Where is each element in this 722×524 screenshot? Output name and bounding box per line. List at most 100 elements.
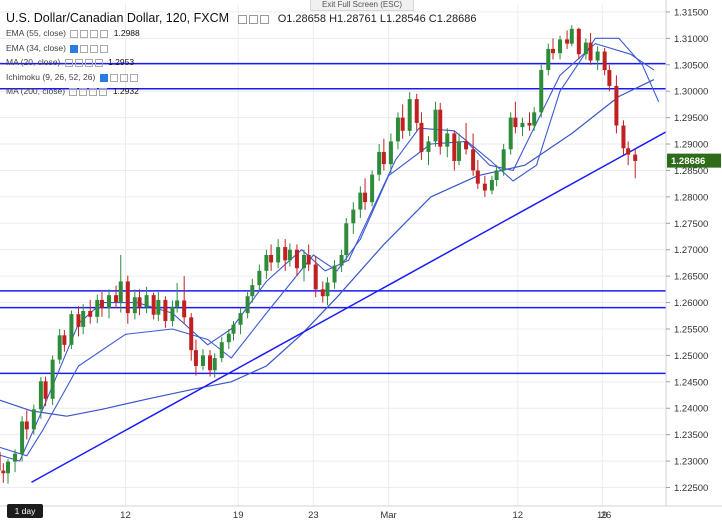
more-icon[interactable] bbox=[94, 58, 103, 67]
eye-icon[interactable] bbox=[99, 73, 108, 82]
eye-icon[interactable] bbox=[70, 29, 79, 38]
trendline bbox=[31, 110, 704, 483]
y-tick-label: 1.31000 bbox=[674, 34, 708, 45]
y-tick-label: 1.26500 bbox=[674, 272, 708, 283]
candle-body bbox=[0, 452, 1, 471]
eye-icon[interactable] bbox=[69, 87, 78, 96]
candle-body bbox=[614, 85, 619, 126]
candle-body bbox=[107, 295, 112, 308]
candle-body bbox=[539, 70, 544, 113]
candle-body bbox=[452, 133, 457, 161]
candle-body bbox=[588, 42, 593, 61]
settings-icon[interactable] bbox=[74, 58, 83, 67]
candle-body bbox=[175, 300, 180, 307]
close-icon[interactable] bbox=[84, 58, 93, 67]
candle-body bbox=[212, 358, 217, 371]
candle-body bbox=[464, 141, 469, 150]
indicator-ma20[interactable]: MA (20, close) 1.2953 bbox=[6, 57, 134, 67]
close-icon[interactable] bbox=[89, 87, 98, 96]
more-icon[interactable] bbox=[100, 29, 109, 38]
timeframe-badge[interactable]: 1 day bbox=[7, 504, 43, 518]
eye-icon[interactable] bbox=[70, 44, 79, 53]
candle-body bbox=[550, 48, 555, 54]
close-icon[interactable] bbox=[119, 73, 128, 82]
candle-body bbox=[283, 247, 288, 261]
candle-body bbox=[144, 295, 149, 308]
price-axis[interactable]: 1.31500 1.31000 1.30500 1.30000 1.29500 1.290… bbox=[665, 0, 722, 524]
y-tick-label: 1.27000 bbox=[674, 245, 708, 256]
settings-icon[interactable] bbox=[80, 29, 89, 38]
indicator-value: 1.2953 bbox=[108, 57, 135, 67]
settings-icon[interactable] bbox=[79, 87, 88, 96]
horizontal-levels[interactable]: 1.305221.300451.262221.259051.24661 bbox=[0, 56, 721, 381]
settings-icon[interactable] bbox=[80, 44, 89, 53]
candle-body bbox=[602, 51, 607, 71]
candle-body bbox=[494, 170, 499, 180]
candle-body bbox=[287, 249, 292, 261]
candle-body bbox=[520, 122, 525, 128]
candle-body bbox=[370, 174, 375, 203]
candle-body bbox=[445, 133, 450, 147]
candle-body bbox=[257, 270, 262, 286]
indicator-ma200[interactable]: MA (200, close) 1.2932 bbox=[6, 86, 139, 96]
indicator-ema55[interactable]: EMA (55, close) 1.2988 bbox=[6, 28, 140, 38]
exit-fullscreen-button[interactable]: Exit Full Screen (ESC) bbox=[310, 0, 414, 11]
y-tick-label: 1.25000 bbox=[674, 351, 708, 362]
indicator-ema34[interactable]: EMA (34, close) bbox=[6, 43, 109, 53]
candle-body bbox=[381, 151, 386, 165]
candle-body bbox=[546, 48, 551, 71]
candle-body bbox=[377, 151, 382, 175]
last-price-tag bbox=[667, 153, 721, 168]
x-tick-label: Mar bbox=[380, 510, 396, 521]
candle-body bbox=[513, 117, 518, 128]
y-tick-label: 1.23000 bbox=[674, 457, 708, 468]
indicator-ichimoku[interactable]: Ichimoku (9, 26, 52, 26) bbox=[6, 72, 138, 82]
candle-body bbox=[400, 117, 405, 131]
close-icon[interactable] bbox=[260, 15, 270, 25]
candle-body bbox=[351, 209, 356, 224]
y-tick-label: 1.24000 bbox=[674, 404, 708, 415]
y-tick-label: 1.25500 bbox=[674, 324, 708, 335]
candle-body bbox=[363, 192, 368, 203]
candle-body bbox=[621, 125, 626, 149]
candle-body bbox=[6, 461, 10, 474]
y-tick-label: 1.28500 bbox=[674, 166, 708, 177]
candle-body bbox=[231, 324, 236, 334]
candle-body bbox=[114, 295, 119, 303]
candle-body bbox=[264, 255, 269, 271]
candle-body bbox=[81, 311, 86, 327]
candle-body bbox=[62, 335, 67, 345]
close-icon[interactable] bbox=[90, 44, 99, 53]
y-tick-label: 1.26000 bbox=[674, 298, 708, 309]
candle-body bbox=[95, 299, 100, 317]
y-tick-label: 1.24500 bbox=[674, 377, 708, 388]
candle-body bbox=[269, 255, 274, 263]
candle-body bbox=[156, 299, 161, 315]
settings-icon[interactable] bbox=[249, 15, 259, 25]
eye-icon[interactable] bbox=[64, 58, 73, 67]
symbol-title[interactable]: U.S. Dollar/Canadian Dollar, 120, FXCM bbox=[6, 11, 230, 25]
candle-body bbox=[325, 282, 330, 297]
candle-body bbox=[426, 141, 431, 152]
x-tick-label: 19 bbox=[233, 510, 244, 521]
candle-body bbox=[250, 285, 255, 297]
indicator-value: 1.2932 bbox=[112, 86, 139, 96]
settings-icon[interactable] bbox=[109, 73, 118, 82]
more-icon[interactable] bbox=[100, 44, 109, 53]
candle-body bbox=[388, 141, 393, 165]
x-tick-label: 23 bbox=[308, 510, 319, 521]
candle-body bbox=[433, 109, 438, 142]
eye-icon[interactable] bbox=[238, 15, 248, 25]
more-icon[interactable] bbox=[99, 87, 108, 96]
indicator-name: Ichimoku (9, 26, 52, 26) bbox=[6, 72, 96, 82]
more-icon[interactable] bbox=[129, 73, 138, 82]
candle-body bbox=[532, 112, 537, 126]
candle-body bbox=[24, 421, 29, 430]
candles bbox=[0, 25, 638, 484]
close-icon[interactable] bbox=[90, 29, 99, 38]
candle-body bbox=[69, 314, 74, 345]
candle-body bbox=[1, 470, 6, 474]
candle-body bbox=[626, 148, 631, 155]
